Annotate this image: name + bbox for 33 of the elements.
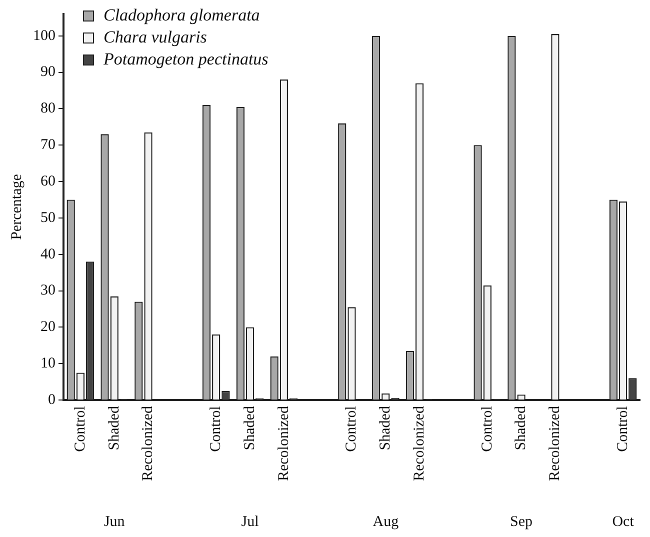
legend-label: Cladophora glomerata (104, 5, 260, 24)
x-tick-label: Control (614, 406, 631, 452)
x-tick-label: Shaded (242, 406, 258, 450)
y-tick-label: 30 (40, 282, 56, 299)
y-tick-label: 40 (40, 246, 56, 262)
y-tick-label: 60 (40, 173, 56, 190)
y-tick-label: 70 (40, 137, 56, 154)
x-tick-label: Control (208, 406, 224, 452)
legend-label: Potamogeton pectinatus (102, 49, 269, 68)
x-tick-label: Shaded (106, 406, 122, 450)
y-tick-label: 100 (33, 28, 56, 44)
x-tick-label: Recolonized (276, 406, 292, 482)
x-tick-label: Control (479, 406, 496, 452)
y-tick-label: 90 (40, 64, 56, 80)
y-tick-label: 50 (40, 210, 56, 226)
x-tick-label: Recolonized (412, 406, 428, 482)
text: Aug (372, 514, 400, 530)
x-tick-label: Recolonized (547, 406, 564, 482)
y-tick-label: 80 (40, 100, 56, 117)
text: Jun (104, 514, 126, 530)
text: Sep (510, 514, 533, 530)
y-tick-label: 10 (40, 356, 56, 372)
x-tick-label: Shaded (378, 406, 394, 450)
text: Jul (241, 514, 259, 530)
x-tick-label: Control (344, 406, 360, 452)
x-tick-label: Shaded (513, 406, 530, 450)
legend-label: Chara vulgaris (104, 27, 208, 46)
y-tick-label: 20 (40, 319, 56, 336)
text: Oct (612, 514, 635, 530)
y-tick-label: 0 (48, 392, 56, 408)
y-axis-title: Percentage (8, 174, 25, 240)
x-tick-label: Control (72, 406, 88, 452)
x-tick-label: Recolonized (140, 406, 156, 482)
